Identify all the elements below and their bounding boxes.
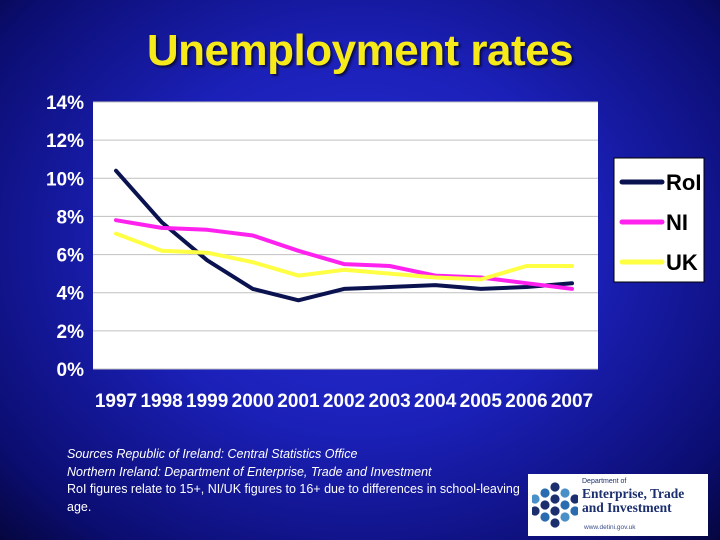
footnote-sources: Sources Republic of Ireland: Central Sta… [67, 447, 358, 461]
y-tick-label: 6% [57, 246, 85, 267]
y-tick-label: 8% [57, 207, 85, 228]
y-tick-label: 14% [46, 93, 84, 114]
y-tick-label: 10% [46, 169, 84, 190]
logo-hex-dot [570, 506, 578, 516]
y-axis-ticks: 0% 2% 4% 6% 8% 10% 12% 14% [46, 93, 84, 381]
legend: RoI NI UK [613, 157, 705, 283]
logo-url: www.detini.gov.uk [584, 524, 636, 531]
plot-area [93, 102, 598, 369]
logo-hex-dot [560, 500, 570, 510]
x-tick-label: 2004 [414, 391, 457, 412]
chart-title: Unemployment rates [146, 26, 574, 75]
x-tick-label: 2003 [368, 391, 410, 412]
logo-dept-label: Department of [582, 478, 627, 485]
series-line-uk [114, 231, 574, 282]
logo-hex-dot [550, 518, 560, 528]
source-footnote: Sources Republic of Ireland: Central Sta… [67, 446, 537, 516]
x-tick-label: 1999 [186, 391, 228, 412]
logo-hex-dot [532, 494, 540, 504]
x-tick-label: 2007 [551, 391, 593, 412]
logo-name: Enterprise, Trade and Investment [582, 486, 685, 515]
legend-label: UK [666, 250, 698, 275]
y-tick-label: 0% [57, 360, 85, 381]
x-tick-label: 1998 [140, 391, 182, 412]
logo-hex-dot [570, 494, 578, 504]
deti-logo: Department of Enterprise, Trade and Inve… [528, 474, 708, 536]
series-line-ni [114, 218, 574, 291]
logo-hex-dot [550, 482, 560, 492]
y-tick-label: 4% [57, 284, 85, 305]
x-tick-label: 2001 [277, 391, 320, 412]
x-tick-label: 2005 [460, 391, 503, 412]
x-tick-label: 1997 [95, 391, 137, 412]
footnote-ni-source: Northern Ireland: Department of Enterpri… [67, 464, 432, 479]
hexagon-cluster-icon [532, 482, 578, 528]
x-tick-label: 2000 [232, 391, 274, 412]
logo-hex-dot [540, 500, 550, 510]
x-tick-label: 2006 [505, 391, 547, 412]
logo-hex-dot [560, 488, 570, 498]
y-tick-label: 2% [57, 322, 85, 343]
logo-hex-dot [540, 512, 550, 522]
x-tick-label: 2002 [323, 391, 365, 412]
legend-label: RoI [666, 170, 701, 195]
gridlines [93, 101, 598, 370]
footnote-age-note: RoI figures relate to 15+, NI/UK figures… [67, 482, 520, 514]
logo-hex-dot [560, 512, 570, 522]
series-lines [114, 168, 574, 303]
y-tick-label: 12% [46, 131, 84, 152]
x-axis-ticks: 1997 1998 1999 2000 2001 2002 2003 2004 2005 2006… [95, 391, 593, 412]
logo-hex-dot [532, 506, 540, 516]
legend-label: NI [666, 210, 688, 235]
logo-hex-dot [550, 506, 560, 516]
series-line-roi [114, 168, 574, 303]
logo-hex-dot [550, 494, 560, 504]
logo-hex-dot [540, 488, 550, 498]
